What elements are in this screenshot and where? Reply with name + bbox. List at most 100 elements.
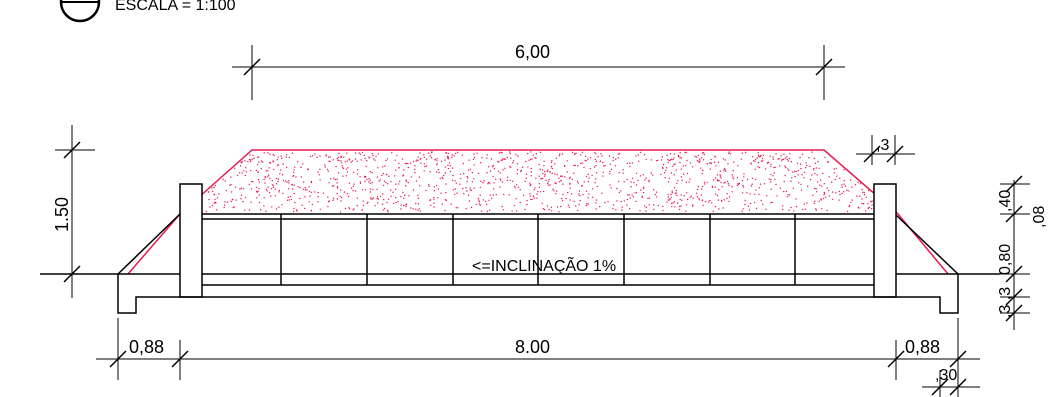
stipple-dot: [437, 197, 439, 199]
stipple-dot: [558, 155, 561, 157]
stipple-dot: [437, 168, 440, 171]
stipple-dot: [647, 197, 649, 200]
stipple-dot: [341, 196, 343, 199]
stipple-dot: [702, 204, 704, 206]
stipple-dot: [244, 174, 247, 177]
stipple-dot: [280, 169, 282, 171]
stipple-dot: [312, 155, 314, 157]
stipple-dot: [539, 151, 542, 153]
stipple-dot: [729, 153, 731, 155]
stipple-dot: [746, 178, 749, 181]
stipple-dot: [750, 163, 752, 165]
stipple-dot: [628, 194, 630, 196]
stipple-dot: [256, 197, 258, 199]
stipple-dot: [812, 194, 814, 196]
stipple-dot: [392, 191, 394, 193]
stipple-dot: [548, 178, 550, 181]
stipple-dot: [796, 162, 799, 164]
stipple-dot: [294, 201, 296, 204]
stipple-dot: [711, 185, 714, 188]
stipple-dot: [696, 188, 699, 191]
stipple-dot: [685, 210, 687, 212]
stipple-dot: [266, 190, 268, 192]
stipple-dot: [724, 181, 726, 183]
fill-outline-left-slope: [127, 213, 181, 275]
stipple-dot: [666, 201, 668, 203]
stipple-dot: [271, 180, 273, 182]
stipple-dot: [833, 172, 835, 174]
stipple-dot: [415, 208, 417, 210]
stipple-dot: [760, 160, 763, 162]
stipple-dot: [412, 189, 415, 191]
stipple-dot: [620, 200, 622, 203]
stipple-dot: [284, 180, 287, 182]
stipple-dot: [443, 174, 445, 177]
stipple-dot: [269, 153, 271, 155]
stipple-dot: [678, 208, 681, 211]
stipple-dot: [318, 174, 320, 176]
stipple-dot: [444, 210, 446, 212]
stipple-dot: [692, 197, 694, 199]
stipple-dot: [594, 182, 596, 184]
stipple-dot: [548, 208, 550, 211]
stipple-dot: [479, 194, 481, 196]
stipple-dot: [726, 197, 728, 200]
stipple-dot: [447, 164, 449, 167]
stipple-dot: [308, 201, 310, 203]
stipple-dot: [462, 162, 464, 165]
stipple-dot: [247, 161, 249, 163]
stipple-dot: [550, 166, 553, 168]
stipple-dot: [239, 188, 241, 190]
stipple-dot: [771, 201, 773, 203]
stipple-dot: [714, 177, 717, 179]
stipple-dot: [537, 191, 539, 193]
stipple-dot: [787, 168, 789, 170]
stipple-dot: [535, 157, 537, 160]
stipple-dot: [859, 195, 861, 197]
stipple-dot: [299, 197, 301, 200]
stipple-dot: [501, 159, 503, 161]
stipple-dot: [371, 198, 374, 200]
stipple-dot: [272, 153, 274, 156]
stipple-dot: [587, 181, 590, 183]
stipple-dot: [471, 181, 474, 183]
stipple-dot: [436, 158, 438, 160]
stipple-dot: [814, 172, 816, 175]
stipple-dot: [522, 194, 525, 196]
stipple-dot: [711, 202, 713, 204]
stipple-dot: [660, 173, 662, 176]
stipple-dot: [331, 185, 334, 187]
fill-outline: [179, 149, 899, 215]
stipple-dot: [813, 202, 815, 204]
stipple-dot: [770, 202, 772, 204]
stipple-dot: [587, 203, 589, 205]
stipple-dot: [538, 175, 540, 177]
stipple-dot: [554, 163, 556, 165]
stipple-dot: [317, 171, 319, 173]
stipple-dot: [685, 181, 688, 183]
stipple-dot: [348, 207, 350, 209]
stipple-dot: [581, 185, 583, 187]
stipple-dot: [560, 175, 562, 177]
stipple-dot: [364, 189, 367, 191]
stipple-dot: [741, 152, 743, 154]
stipple-dot: [344, 207, 347, 210]
stipple-dot: [767, 161, 770, 163]
stipple-dot: [603, 165, 605, 167]
stipple-dot: [672, 165, 674, 168]
stipple-dot: [674, 187, 676, 189]
stipple-dot: [544, 173, 546, 176]
stipple-dot: [515, 154, 517, 156]
stipple-dot: [530, 184, 532, 186]
stipple-dot: [731, 174, 733, 176]
stipple-dot: [408, 195, 410, 197]
stipple-dot: [336, 185, 339, 188]
stipple-dot: [595, 178, 597, 180]
dim-slope-offset: [856, 135, 915, 165]
stipple-dot: [307, 168, 309, 170]
stipple-dot: [451, 154, 453, 156]
stipple-dot: [602, 171, 604, 173]
stipple-dot: [248, 209, 251, 211]
stipple-dot: [671, 192, 673, 194]
stipple-dot: [265, 188, 268, 191]
